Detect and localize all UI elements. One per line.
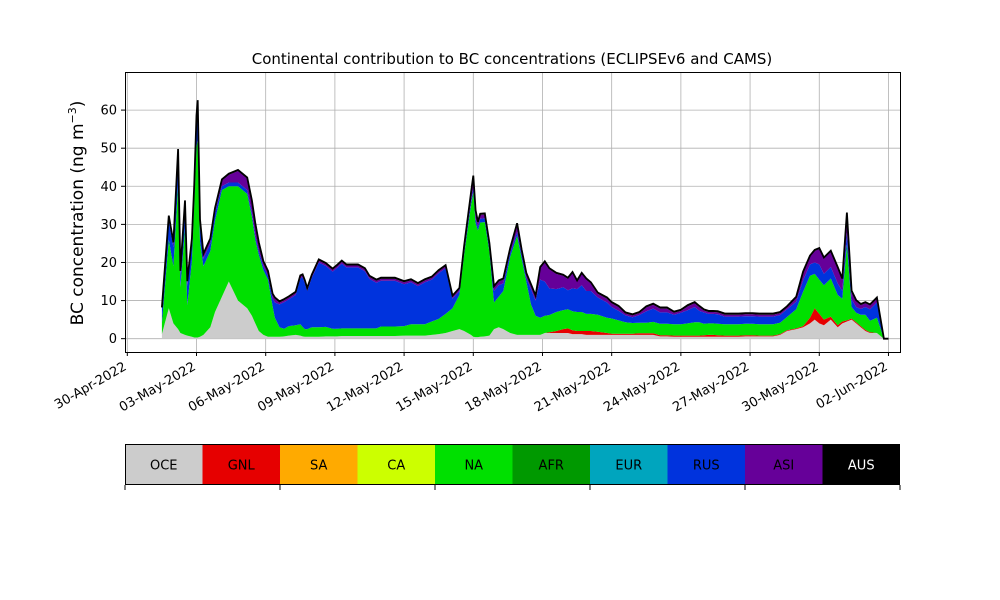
y-axis-label-main: BC concentration (ng m [68,123,88,325]
legend-swatch-eur [590,444,668,485]
legend-swatch-na [435,444,513,485]
x-tick-label: 18-May-2022 [463,359,545,415]
x-axis: 30-Apr-202203-May-202206-May-202209-May-… [52,352,890,415]
y-tick-label: 0 [109,332,117,347]
legend-label-asi: ASI [773,459,794,474]
legend-swatch-aus [822,444,900,485]
x-tick-label: 30-May-2022 [740,359,822,415]
x-tick-label: 24-May-2022 [601,359,683,415]
x-tick-label: 09-May-2022 [255,359,337,415]
legend-frame [125,444,900,485]
legend-swatch-oce [125,444,203,485]
area-oce [161,281,889,339]
x-tick-label: 27-May-2022 [670,359,752,415]
x-tick-label: 03-May-2022 [117,359,199,415]
area-na [161,139,889,339]
legend-swatch-sa [280,444,358,485]
stacked-areas [161,100,889,340]
legend-swatch-ca [357,444,435,485]
chart-title: Continental contribution to BC concentra… [252,50,773,68]
legend-swatch-rus [667,444,745,485]
y-tick-label: 60 [100,104,117,119]
legend-label-aus: AUS [848,459,875,474]
y-tick-label: 20 [100,256,117,271]
legend-label-rus: RUS [693,459,720,474]
legend-label-oce: OCE [150,459,178,474]
legend-swatch-asi [745,444,823,485]
legend-label-afr: AFR [539,459,564,474]
x-tick-label: 12-May-2022 [324,359,406,415]
total-outline [161,100,889,340]
y-tick-label: 40 [100,180,117,195]
y-axis-label-close: ) [68,101,88,108]
legend-label-sa: SA [310,459,327,474]
x-tick-label: 02-Jun-2022 [814,359,891,412]
x-tick-label: 21-May-2022 [532,359,614,415]
legend-label-eur: EUR [615,459,642,474]
plot-frame [125,72,901,353]
y-axis-label-unit-exponent: −3 [66,107,79,123]
y-axis-label: BC concentration (ng m−3) [66,101,88,326]
legend-label-na: NA [464,459,483,474]
legend-label-gnl: GNL [228,459,256,474]
legend-swatch-gnl [202,444,280,485]
legend-swatch-afr [512,444,590,485]
x-tick-label: 15-May-2022 [394,359,476,415]
y-axis: 0 10 20 30 40 50 60 [100,104,125,347]
y-tick-label: 50 [100,142,117,157]
area-rus [161,109,889,339]
y-tick-label: 10 [100,294,117,309]
legend-colorbar: OCE GNL SA CA NA AFR EUR RUS ASI AUS [124,444,901,490]
y-tick-label: 30 [100,218,117,233]
legend-label-ca: CA [387,459,405,474]
x-tick-label: 06-May-2022 [186,359,268,415]
